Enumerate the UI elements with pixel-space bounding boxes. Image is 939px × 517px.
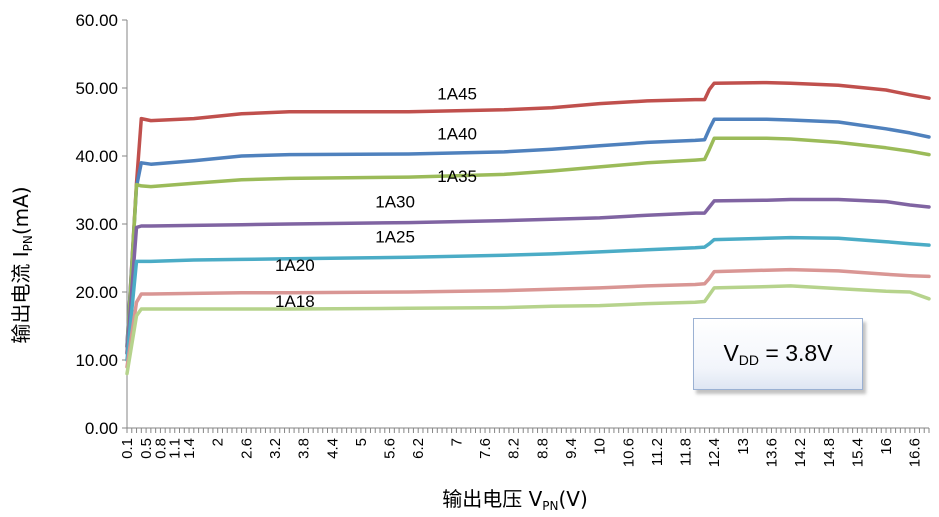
- series-label-1a20: 1A20: [275, 256, 315, 275]
- x-tick-label: 11.2: [649, 438, 666, 466]
- x-tick-label: 3.2: [267, 438, 284, 459]
- x-tick-label: 1.4: [181, 438, 198, 459]
- series-label-1a25: 1A25: [375, 227, 415, 246]
- x-tick-label: 0.8: [152, 438, 169, 459]
- y-tick-label: 60.00: [75, 11, 118, 30]
- x-tick-label: 7: [448, 438, 465, 446]
- x-tick-label: 6.2: [410, 438, 427, 459]
- x-tick-label: 2: [210, 438, 227, 446]
- x-tick-label: 9.4: [563, 438, 580, 459]
- series-line-1a20: [125, 267, 931, 369]
- x-tick-label: 8.8: [534, 438, 551, 459]
- x-tick-label: 10: [592, 438, 609, 455]
- x-tick-label: 14.2: [792, 438, 809, 467]
- x-axis-label: 输出电压 VPN(V): [442, 487, 588, 513]
- series-line-1a18: [125, 284, 931, 376]
- x-tick-label: 0.5: [138, 438, 155, 459]
- x-tick-label: 8.2: [506, 438, 523, 459]
- series-line-1a45: [125, 80, 931, 349]
- series-label-1a30: 1A30: [375, 193, 415, 212]
- x-tick-label: 3.8: [296, 438, 313, 459]
- x-tick-label: 1.1: [167, 438, 184, 459]
- x-tick-label: 16.6: [907, 438, 924, 467]
- y-tick-label: 10.00: [75, 351, 118, 370]
- series-label-1a40: 1A40: [437, 125, 477, 144]
- x-tick-label: 14.8: [821, 438, 838, 467]
- x-tick-label: 13: [735, 438, 752, 455]
- x-tick-label: 5.6: [382, 438, 399, 459]
- x-tick-label: 0.1: [119, 438, 136, 459]
- y-tick-label: 0.00: [85, 419, 118, 438]
- x-tick-label: 4.4: [324, 438, 341, 459]
- x-tick-label: 15.4: [849, 438, 866, 467]
- series-line-1a25: [125, 235, 931, 362]
- x-tick-label: 7.6: [477, 438, 494, 459]
- y-tick-labels: 0.00 10.00 20.00 30.00 40.00 50.00 60.00: [75, 11, 118, 438]
- y-tick-label: 40.00: [75, 147, 118, 166]
- x-tick-labels: 0.1 0.50.81.11.4 2 2.6 3.2 3.8 4.4 5 5.6 6.2 7 7.6 8…: [119, 438, 924, 467]
- series-lines: [125, 80, 931, 376]
- x-tick-label: 5: [353, 438, 370, 446]
- x-tick-label: 10.6: [620, 438, 637, 467]
- series-label-1a18: 1A18: [275, 292, 315, 311]
- axes: [122, 19, 930, 433]
- x-tick-label: 13.6: [763, 438, 780, 467]
- series-line-1a30: [125, 197, 931, 355]
- series-line-1a40: [125, 117, 931, 349]
- x-tick-label: 2.6: [238, 438, 255, 459]
- vdd-annotation-box: VDD = 3.8V: [693, 318, 863, 390]
- vdd-annotation-text: VDD = 3.8V: [723, 340, 833, 368]
- y-tick-label: 30.00: [75, 215, 118, 234]
- y-axis-label: 输出电流 IPN(mA): [9, 186, 35, 343]
- x-tick-label: 16: [878, 438, 895, 455]
- series-label-1a45: 1A45: [437, 85, 477, 104]
- x-tick-label: 12.4: [706, 438, 723, 467]
- y-tick-label: 50.00: [75, 79, 118, 98]
- series-line-1a35: [125, 136, 931, 355]
- series-label-1a35: 1A35: [437, 167, 477, 186]
- y-tick-label: 20.00: [75, 283, 118, 302]
- series-labels: 1A45 1A40 1A35 1A30 1A25 1A20 1A18: [275, 85, 477, 311]
- x-tick-label: 11.8: [678, 438, 695, 466]
